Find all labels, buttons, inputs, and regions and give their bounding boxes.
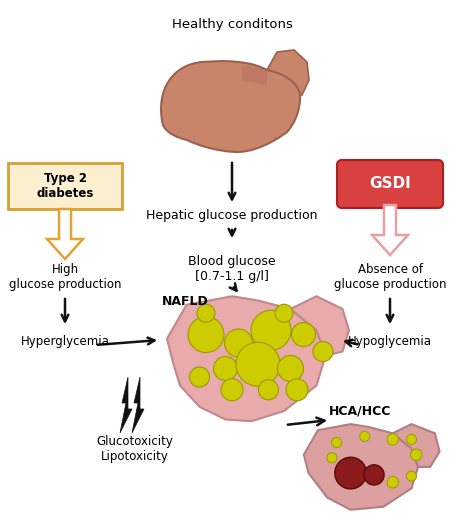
Polygon shape [120,377,132,433]
Polygon shape [267,50,309,95]
Circle shape [292,323,315,346]
Polygon shape [132,377,144,433]
Circle shape [236,342,280,386]
Circle shape [259,380,279,400]
Circle shape [251,310,291,350]
Circle shape [221,379,243,401]
PathPatch shape [161,61,300,152]
FancyBboxPatch shape [337,160,443,208]
Polygon shape [393,424,439,467]
Text: High
glucose production: High glucose production [9,263,121,291]
Circle shape [364,465,384,485]
Circle shape [411,449,422,460]
Polygon shape [47,209,83,259]
Circle shape [387,476,399,488]
Circle shape [190,367,210,387]
Polygon shape [372,205,408,255]
Circle shape [213,356,238,381]
Text: Blood glucose
[0.7-1.1 g/l]: Blood glucose [0.7-1.1 g/l] [188,255,276,283]
Polygon shape [291,296,349,356]
Polygon shape [167,296,326,421]
Text: Type 2
diabetes: Type 2 diabetes [36,172,93,200]
Circle shape [406,435,417,445]
Circle shape [278,355,304,382]
Text: GSDI: GSDI [369,176,411,192]
Circle shape [197,304,215,322]
Circle shape [332,437,342,448]
Text: Hypoglycemia: Hypoglycemia [348,335,432,348]
Text: Healthy conditons: Healthy conditons [172,18,292,31]
Circle shape [225,329,252,357]
Polygon shape [304,424,418,510]
Circle shape [327,452,337,463]
Circle shape [286,379,308,401]
Polygon shape [242,65,267,85]
Text: NAFLD: NAFLD [162,295,208,308]
Circle shape [188,316,224,353]
Text: Hepatic glucose production: Hepatic glucose production [146,209,318,222]
Text: Absence of
glucose production: Absence of glucose production [334,263,446,291]
Circle shape [406,471,417,481]
Text: HCA/HCC: HCA/HCC [329,405,391,418]
Circle shape [313,342,333,362]
Circle shape [275,304,293,322]
Circle shape [387,433,399,445]
Circle shape [335,457,366,489]
FancyBboxPatch shape [8,163,122,209]
Circle shape [359,431,370,441]
Text: Hyperglycemia: Hyperglycemia [20,335,109,348]
Text: Glucotoxicity
Lipotoxicity: Glucotoxicity Lipotoxicity [97,435,173,463]
